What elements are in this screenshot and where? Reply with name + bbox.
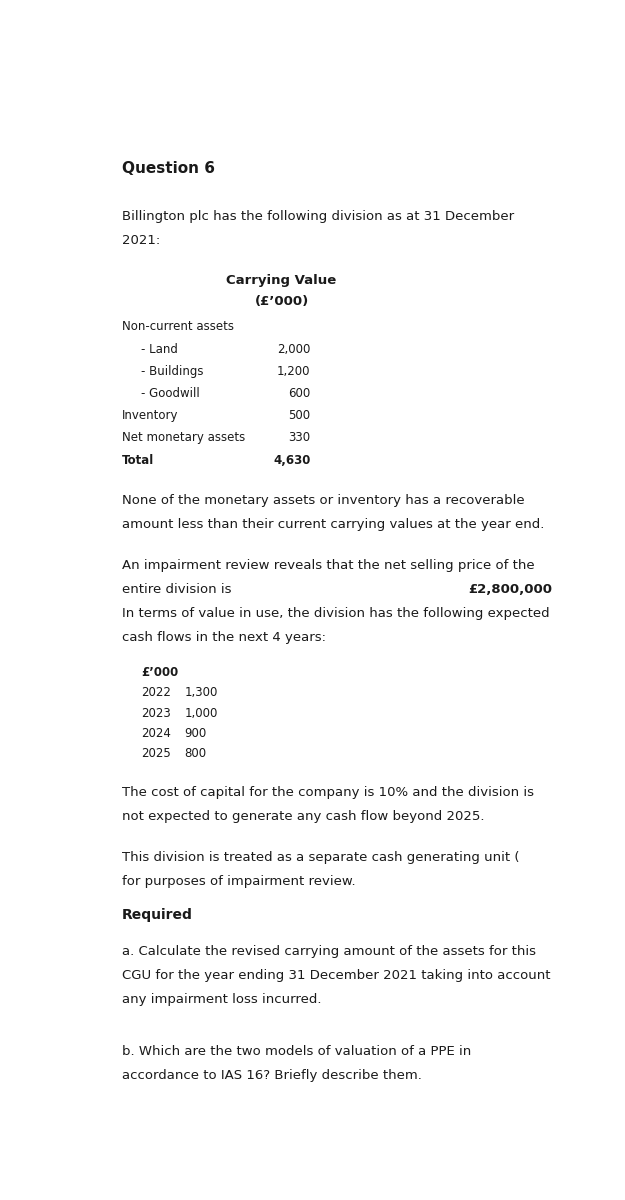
Text: Required: Required [122, 908, 192, 922]
Text: amount less than their current carrying values at the year end.: amount less than their current carrying … [122, 518, 544, 532]
Text: 2,000: 2,000 [278, 343, 311, 355]
Text: (£’000): (£’000) [254, 295, 309, 307]
Text: Non-current assets: Non-current assets [122, 320, 234, 334]
Text: 1,200: 1,200 [277, 365, 311, 378]
Text: 1,300: 1,300 [185, 686, 218, 700]
Text: 2022: 2022 [141, 686, 171, 700]
Text: 330: 330 [289, 431, 311, 444]
Text: This division is treated as a separate cash generating unit (: This division is treated as a separate c… [122, 851, 519, 864]
Text: - Land: - Land [141, 343, 178, 355]
Text: None of the monetary assets or inventory has a recoverable: None of the monetary assets or inventory… [122, 494, 524, 508]
Text: CGU for the year ending 31 December 2021 taking into account: CGU for the year ending 31 December 2021… [122, 970, 550, 982]
Text: for purposes of impairment review.: for purposes of impairment review. [122, 875, 356, 888]
Text: a. Calculate the revised carrying amount of the assets for this: a. Calculate the revised carrying amount… [122, 946, 536, 958]
Text: entire division is: entire division is [122, 583, 236, 596]
Text: accordance to IAS 16? Briefly describe them.: accordance to IAS 16? Briefly describe t… [122, 1069, 422, 1082]
Text: - Buildings: - Buildings [141, 365, 204, 378]
Text: 1,000: 1,000 [185, 707, 218, 720]
Text: An impairment review reveals that the net selling price of the: An impairment review reveals that the ne… [122, 559, 534, 572]
Text: Question 6: Question 6 [122, 161, 215, 175]
Text: In terms of value in use, the division has the following expected: In terms of value in use, the division h… [122, 607, 549, 620]
Text: Inventory: Inventory [122, 409, 178, 422]
Text: 800: 800 [185, 748, 207, 761]
Text: 2025: 2025 [141, 748, 171, 761]
Text: not expected to generate any cash flow beyond 2025.: not expected to generate any cash flow b… [122, 810, 484, 823]
Text: £’000: £’000 [141, 666, 178, 679]
Text: b. Which are the two models of valuation of a PPE in: b. Which are the two models of valuation… [122, 1045, 471, 1058]
Text: 2023: 2023 [141, 707, 171, 720]
Text: 500: 500 [289, 409, 311, 422]
Text: The cost of capital for the company is 10% and the division is: The cost of capital for the company is 1… [122, 786, 534, 799]
Text: cash flows in the next 4 years:: cash flows in the next 4 years: [122, 631, 326, 644]
Text: Billington plc has the following division as at 31 December: Billington plc has the following divisio… [122, 210, 514, 223]
Text: £2,800,000: £2,800,000 [468, 583, 552, 596]
Text: 600: 600 [288, 388, 311, 400]
Text: Total: Total [122, 454, 154, 467]
Text: 4,630: 4,630 [273, 454, 311, 467]
Text: any impairment loss incurred.: any impairment loss incurred. [122, 994, 321, 1006]
Text: 2021:: 2021: [122, 234, 160, 247]
Text: Carrying Value: Carrying Value [226, 275, 337, 287]
Text: - Goodwill: - Goodwill [141, 388, 200, 400]
Text: 2024: 2024 [141, 727, 171, 740]
Text: 900: 900 [185, 727, 207, 740]
Text: Net monetary assets: Net monetary assets [122, 431, 245, 444]
